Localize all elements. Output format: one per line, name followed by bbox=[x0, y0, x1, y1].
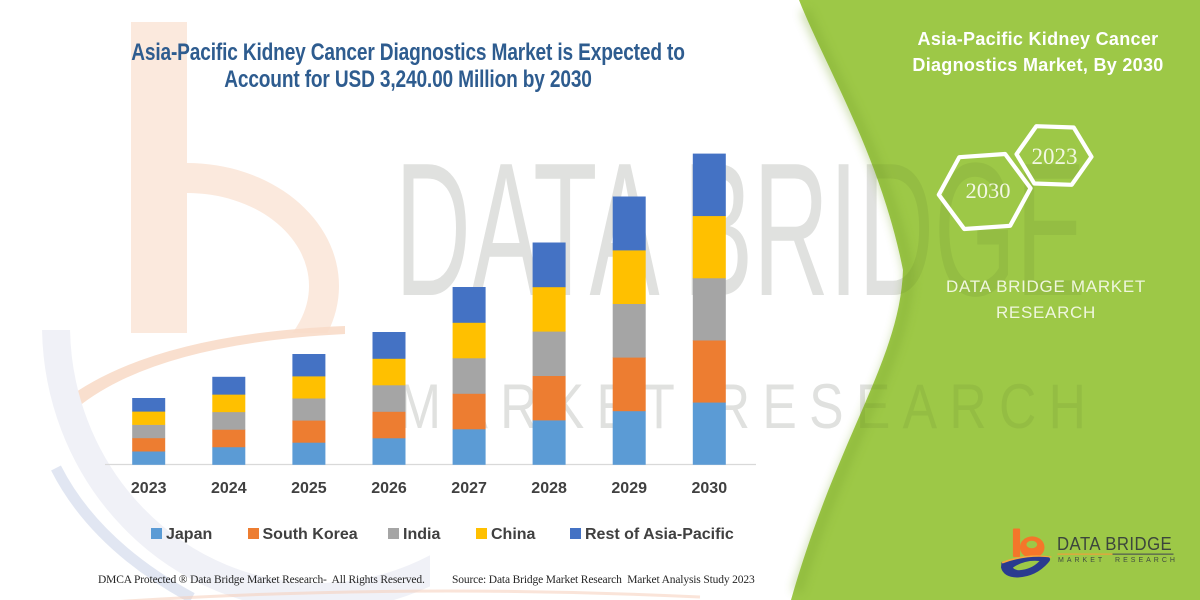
svg-text:2030: 2030 bbox=[966, 178, 1011, 203]
svg-text:2023: 2023 bbox=[1032, 144, 1078, 169]
